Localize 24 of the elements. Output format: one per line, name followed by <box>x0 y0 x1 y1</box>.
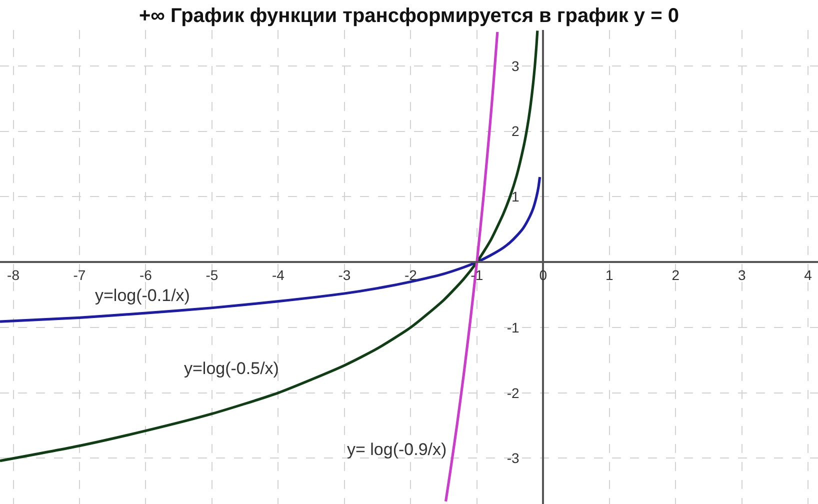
y-tick-label: -2 <box>506 384 520 401</box>
x-tick-label: 3 <box>738 266 746 283</box>
y-tick-label: 2 <box>512 123 520 140</box>
series-label: y=log(-0.1/x) <box>95 286 190 305</box>
y-tick-label: -1 <box>506 319 520 336</box>
x-tick-label: 4 <box>804 266 812 283</box>
chart-title: +∞ График функции трансформируется в график y = 0 <box>139 5 679 27</box>
x-tick-label: -4 <box>272 266 285 283</box>
x-tick-label: -6 <box>139 266 152 283</box>
y-tick-label: -3 <box>506 450 520 466</box>
series-label: y= log(-0.9/x) <box>347 440 447 459</box>
y-tick-label: 3 <box>512 58 520 74</box>
line-series <box>0 176 542 323</box>
x-tick-label: -7 <box>73 266 86 283</box>
x-tick-label: -3 <box>338 266 351 283</box>
x-tick-label: 1 <box>605 266 614 283</box>
line-series <box>0 30 539 462</box>
line-series <box>444 30 499 503</box>
x-tick-label: -5 <box>206 266 218 283</box>
series-label: y=log(-0.5/x) <box>184 359 279 378</box>
x-tick-label: -2 <box>404 266 418 283</box>
x-tick-label: -8 <box>7 266 20 283</box>
y-tick-label: 1 <box>512 188 520 205</box>
x-tick-label: 2 <box>672 266 680 283</box>
